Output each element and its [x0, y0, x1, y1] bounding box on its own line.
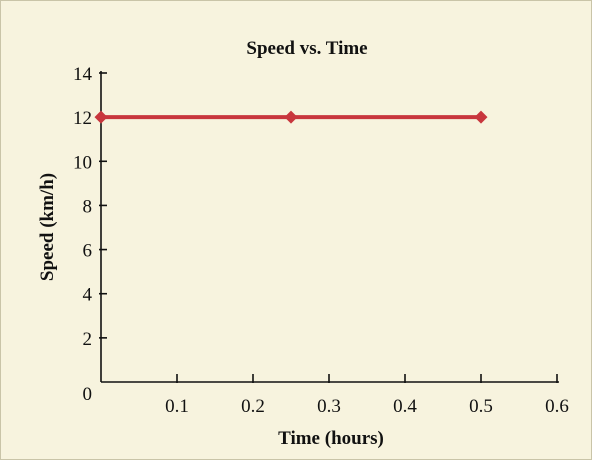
x-tick-label: 0.3	[317, 396, 341, 417]
x-ticks: 0.1 0.2 0.3 0.4 0.5 0.6	[165, 374, 569, 417]
y-tick-label: 8	[83, 196, 93, 217]
origin-tick-label: 0	[83, 384, 93, 405]
y-tick-label: 12	[73, 108, 92, 129]
x-tick-label: 0.1	[165, 396, 189, 417]
y-axis-label: Speed (km/h)	[37, 173, 58, 281]
series-layer	[94, 110, 488, 124]
x-tick-label: 0.6	[545, 396, 569, 417]
y-tick-label: 4	[83, 285, 93, 306]
y-tick-label: 6	[83, 241, 93, 262]
y-tick-label: 2	[83, 329, 93, 350]
chart-title: Speed vs. Time	[246, 38, 367, 59]
data-point-marker	[474, 110, 488, 124]
data-point-marker	[94, 110, 108, 124]
y-tick-label: 10	[73, 152, 92, 173]
x-tick-label: 0.2	[241, 396, 265, 417]
y-tick-label: 14	[73, 64, 93, 85]
data-point-marker	[284, 110, 298, 124]
x-tick-label: 0.5	[469, 396, 493, 417]
x-tick-label: 0.4	[393, 396, 417, 417]
x-axis-label: Time (hours)	[278, 428, 384, 449]
y-ticks: 2 4 6 8 10 12 14	[73, 64, 107, 350]
